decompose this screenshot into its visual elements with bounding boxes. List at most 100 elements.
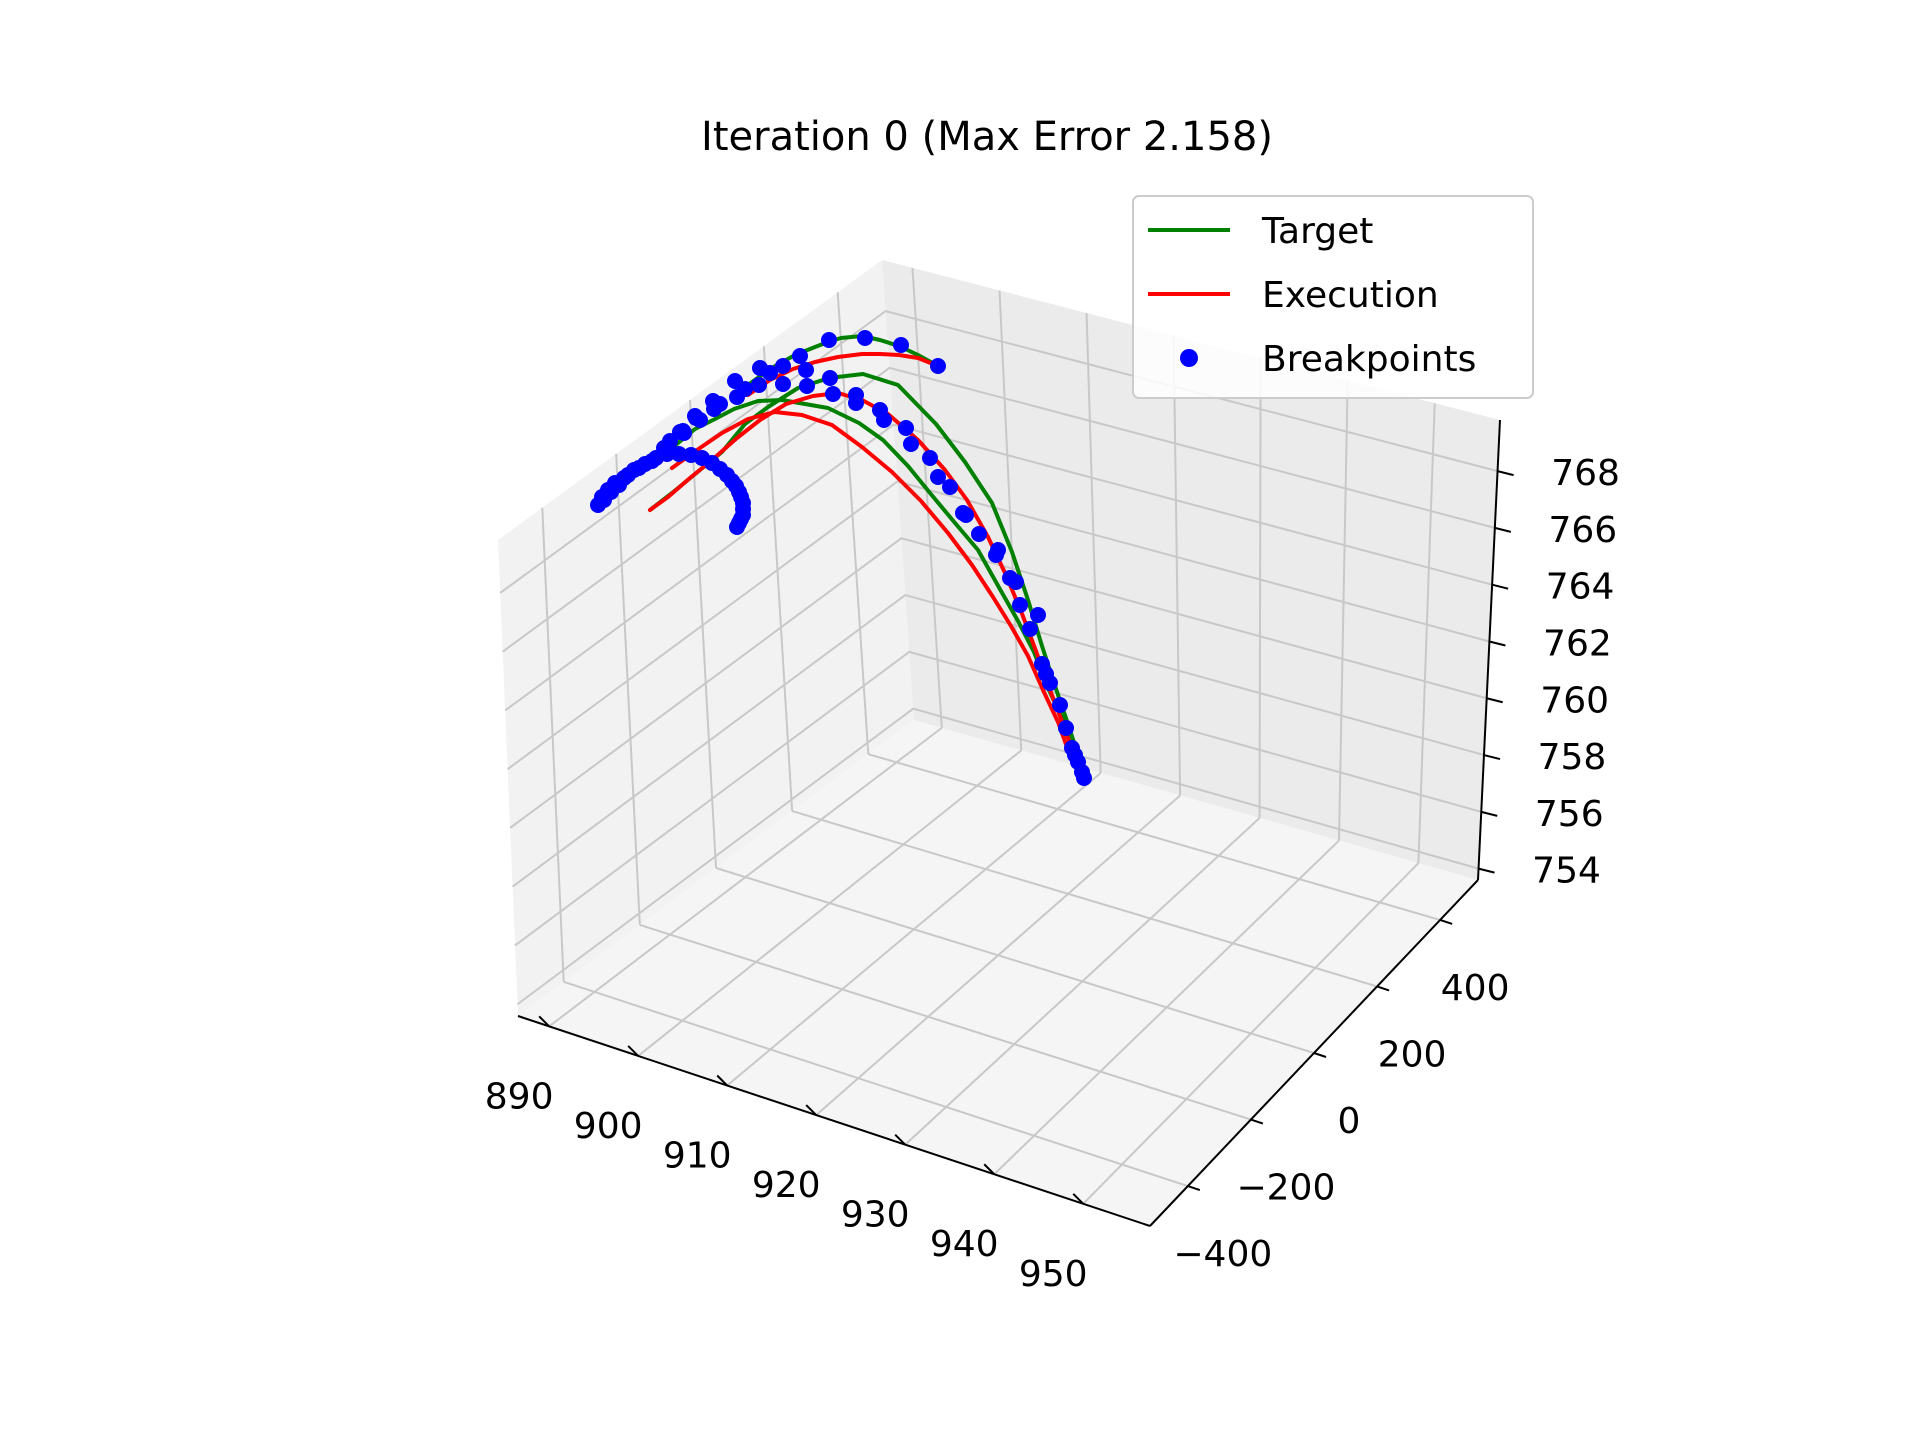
z-tick [1483, 754, 1501, 761]
breakpoint-marker [775, 376, 791, 392]
y-tick-label: 200 [1378, 1034, 1447, 1075]
breakpoint-marker [729, 519, 745, 535]
x-tick-label: 910 [663, 1136, 732, 1177]
x-grid-back [1085, 312, 1102, 773]
series-layer [590, 330, 1092, 786]
breakpoint-marker [822, 370, 838, 386]
x-tick [716, 1074, 728, 1087]
y-tick [1313, 1052, 1327, 1058]
x-tick-labels: 890 900 910 920 930 940 950 [485, 1076, 1088, 1294]
z-grid [502, 366, 1496, 653]
y-grid-floor [868, 753, 1441, 921]
legend-swatch-breakpoints [1180, 349, 1198, 367]
breakpoint-marker [1052, 697, 1068, 713]
legend-label-execution: Execution [1262, 275, 1439, 316]
breakpoint-marker [955, 505, 971, 521]
y-grid-floor [563, 980, 1189, 1188]
floor-pane [518, 720, 1478, 1226]
x-tick [894, 1133, 906, 1146]
breakpoint-marker [930, 469, 946, 485]
x-tick-label: 900 [574, 1106, 643, 1147]
breakpoint-marker [876, 412, 892, 428]
breakpoint-marker [792, 348, 808, 364]
x-grid-back [998, 290, 1023, 751]
x-grid-back [1337, 380, 1349, 841]
breakpoint-marker [737, 381, 753, 397]
y-tick [1439, 918, 1453, 925]
breakpoint-marker [990, 542, 1006, 558]
y-tick-label: −400 [1173, 1234, 1272, 1275]
breakpoint-marker [762, 365, 778, 381]
breakpoint-marker [821, 332, 837, 348]
breakpoint-marker [751, 377, 767, 393]
legend-label-target: Target [1261, 211, 1373, 252]
x-grid-back [911, 267, 943, 728]
z-tick-labels: 754 756 758 760 762 764 766 768 [1532, 453, 1620, 892]
legend-label-breakpoints: Breakpoints [1262, 339, 1476, 380]
y-tick-label: 400 [1441, 968, 1510, 1009]
x-tick-label: 940 [930, 1224, 999, 1265]
x-tick-label: 930 [841, 1195, 910, 1236]
breakpoint-marker [1008, 574, 1024, 590]
z-tick [1481, 810, 1498, 817]
back-pane [882, 260, 1500, 880]
breakpoint-marker [692, 412, 708, 428]
breakpoint-marker [798, 362, 814, 378]
axes-panes [498, 260, 1500, 1226]
left-pane [498, 260, 914, 1016]
breakpoint-marker [893, 337, 909, 353]
breakpoint-marker [898, 420, 914, 436]
breakpoint-marker [671, 446, 687, 462]
x-tick [983, 1163, 995, 1175]
breakpoint-marker [1012, 597, 1028, 613]
z-grid [507, 480, 1490, 770]
x-grid-back [1258, 358, 1262, 819]
y-grid-floor [715, 867, 1315, 1054]
y-grid-floor [639, 923, 1252, 1121]
breakpoint-marker [712, 396, 728, 412]
breakpoint-marker [922, 450, 938, 466]
z-tick-label: 760 [1540, 680, 1609, 721]
y-grid-left [615, 453, 641, 925]
y-grid-left [762, 346, 794, 812]
y-tick [1376, 985, 1390, 992]
execution-path-1 [670, 410, 1082, 774]
breakpoint-marker [930, 358, 946, 374]
breakpoint-marker [1058, 720, 1074, 736]
z-grid [514, 650, 1482, 947]
z-tick-label: 766 [1548, 510, 1617, 551]
legend-box [1132, 195, 1534, 399]
breakpoint-marker [942, 479, 958, 495]
x-axis-line [517, 1015, 1151, 1227]
breakpoint-marker [971, 526, 987, 542]
z-grid [499, 310, 1498, 594]
y-tick [1187, 1185, 1201, 1192]
z-axis-line [1477, 419, 1501, 881]
y-grid-left [541, 507, 565, 982]
z-tick-label: 754 [1532, 851, 1601, 892]
chart-title: Iteration 0 (Max Error 2.158) [701, 114, 1273, 160]
y-grid-left [836, 292, 870, 755]
execution-path-2 [746, 352, 940, 397]
breakpoint-marker [775, 358, 791, 374]
x-tick-label: 920 [752, 1165, 821, 1206]
z-tick-label: 762 [1543, 623, 1612, 664]
breakpoint-marker [848, 395, 864, 411]
axes [517, 419, 1514, 1227]
x-grid-back [1417, 403, 1436, 864]
breakpoint-marker [1030, 607, 1046, 623]
x-tick-label: 950 [1019, 1254, 1088, 1295]
z-tick-label: 758 [1538, 737, 1607, 778]
breakpoint-marker [1064, 740, 1080, 756]
y-grid-floor [791, 810, 1378, 988]
z-tick [1486, 697, 1503, 704]
x-tick [627, 1045, 639, 1057]
breakpoint-marker [799, 378, 815, 394]
x-tick [805, 1104, 817, 1116]
breakpoint-marker [1022, 621, 1038, 637]
y-tick [1250, 1118, 1264, 1125]
series-breakpoints [590, 330, 1092, 786]
z-grid [504, 423, 1493, 712]
y-tick-label: 0 [1338, 1101, 1361, 1142]
